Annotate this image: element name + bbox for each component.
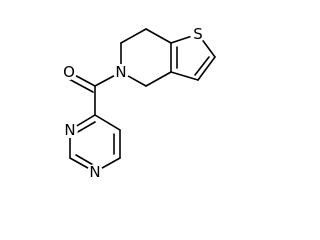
bond [170, 71, 199, 81]
atom-label: N [89, 163, 100, 181]
bond [197, 56, 216, 81]
atom-label: S [193, 25, 203, 43]
bond [145, 71, 172, 87]
bond [145, 28, 172, 44]
bond [120, 28, 147, 44]
bonds [66, 28, 216, 173]
bond [75, 154, 96, 167]
label-background [62, 122, 78, 138]
atom-label: N [64, 121, 75, 139]
label-background [113, 64, 129, 80]
bond [194, 56, 210, 76]
label-background [190, 26, 206, 42]
bond [75, 121, 96, 134]
atom-label: N [115, 63, 126, 81]
atom-labels: O N N N S [61, 25, 206, 181]
label-background [87, 164, 103, 180]
bond [66, 77, 94, 93]
atom-label: O [63, 63, 75, 81]
bond [94, 114, 121, 131]
label-background [61, 64, 77, 80]
molecule-diagram: O N N N S [61, 25, 216, 181]
